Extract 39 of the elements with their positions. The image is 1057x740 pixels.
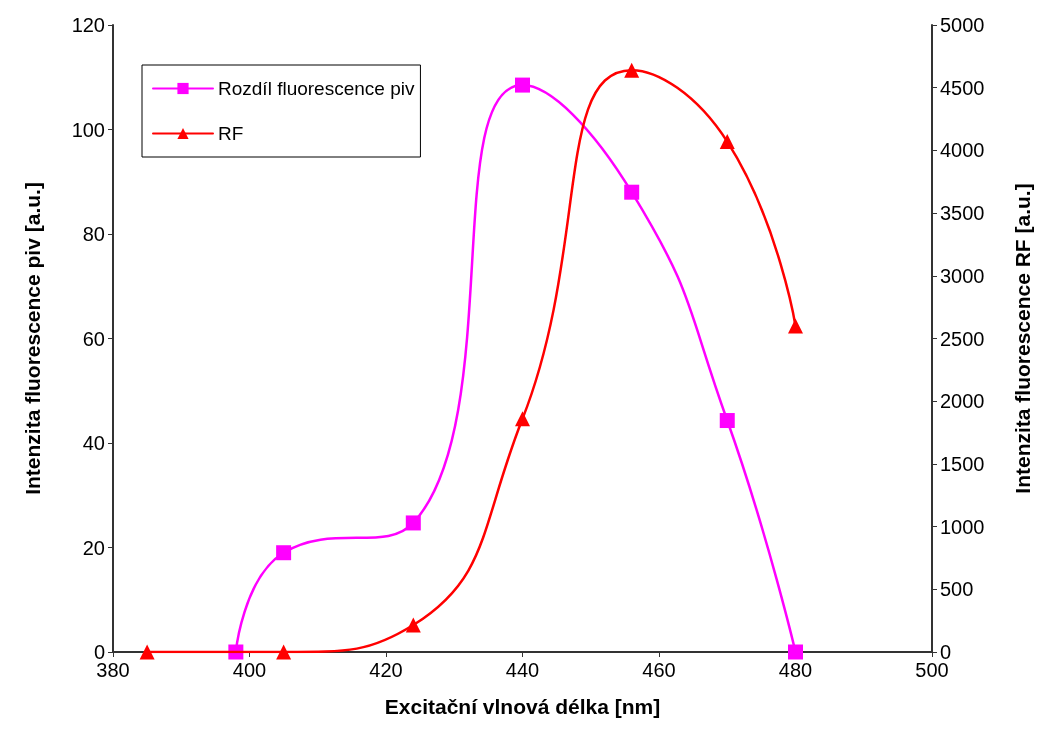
x-tick-label: 420: [369, 659, 403, 681]
y2-tick-label: 5000: [940, 14, 985, 36]
y-tick-label: 20: [82, 536, 105, 559]
point: [515, 411, 530, 427]
y2-tick-label: 2000: [940, 390, 985, 413]
y2-tick-label: 4000: [940, 139, 985, 162]
point: [405, 617, 421, 633]
point: [719, 134, 735, 150]
y-tick-label: 120: [71, 14, 105, 36]
y-tick-label: 100: [71, 118, 105, 141]
y-tick-label: 60: [82, 327, 105, 350]
x-tick-label: 400: [232, 659, 267, 681]
point: [276, 545, 292, 561]
point: [276, 644, 292, 660]
y-tick-label: 80: [82, 223, 105, 245]
x-axis-title: Excitační vlnová délka [nm]: [384, 695, 661, 718]
y2-tick-label: 2500: [940, 327, 985, 350]
y2-tick-label: 500: [940, 578, 974, 601]
y2-axis-title: Intenzita fluorescence RF [a.u.]: [1011, 183, 1034, 494]
y2-tick-label: 3000: [940, 264, 985, 287]
x-tick-label: 480: [778, 659, 813, 681]
y-axis-title: Intenzita fluorescence piv [a.u.]: [21, 182, 44, 495]
legend-label: Rozdíl fluorescence piv: [218, 78, 415, 99]
y2-tick-label: 3500: [940, 202, 985, 225]
point: [405, 515, 421, 531]
y2-tick-label: 1500: [940, 452, 985, 475]
point: [624, 62, 640, 78]
point: [139, 644, 155, 660]
point: [788, 318, 803, 334]
y2-tick-label: 4500: [940, 76, 985, 99]
x-tick-label: 440: [505, 659, 540, 681]
y2-tick-label: 1000: [940, 515, 985, 538]
point: [515, 77, 530, 93]
point: [719, 413, 735, 429]
point: [624, 184, 640, 200]
x-tick-label: 460: [642, 659, 676, 681]
legend-label: RF: [218, 123, 244, 144]
point: [788, 644, 803, 660]
y-tick-label: 40: [82, 432, 105, 454]
